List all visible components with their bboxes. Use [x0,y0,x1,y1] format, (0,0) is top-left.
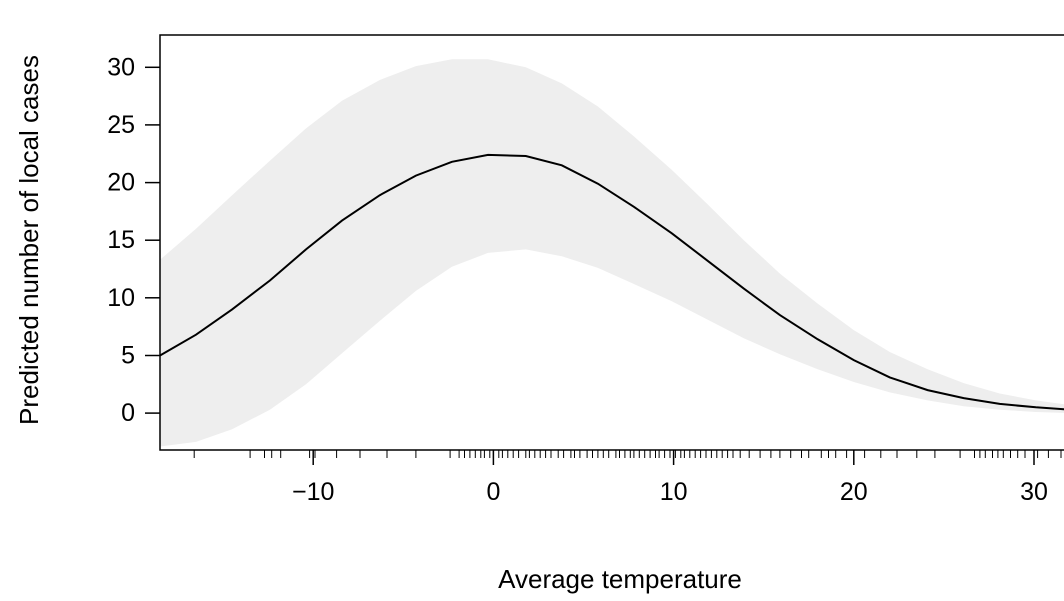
x-tick-label: 30 [1020,478,1048,506]
x-axis-title: Average temperature [498,564,742,594]
y-tick-label: 15 [107,226,135,254]
y-axis-title: Predicted number of local cases [14,55,44,425]
y-tick-label: 0 [121,399,135,427]
x-tick-label: 10 [660,478,688,506]
series-line-0 [159,153,1064,411]
x-tick-label: −10 [292,478,334,506]
x-tick-label: 20 [840,478,868,506]
y-axis: 0 5 10 15 20 25 30 [107,53,160,427]
plot-frame [159,34,1064,451]
y-tick-label: 10 [107,284,135,312]
y-tick-label: 25 [107,111,135,139]
confidence-band-layer [160,59,1064,447]
line-layer [159,153,1064,411]
rug-layer [193,450,1062,458]
x-axis: −10 0 10 20 30 [292,450,1048,506]
y-tick-label: 30 [107,53,135,81]
x-tick-label: 0 [486,478,500,506]
y-tick-label: 5 [121,342,135,370]
y-tick-label: 20 [107,169,135,197]
confidence-band [160,59,1064,447]
